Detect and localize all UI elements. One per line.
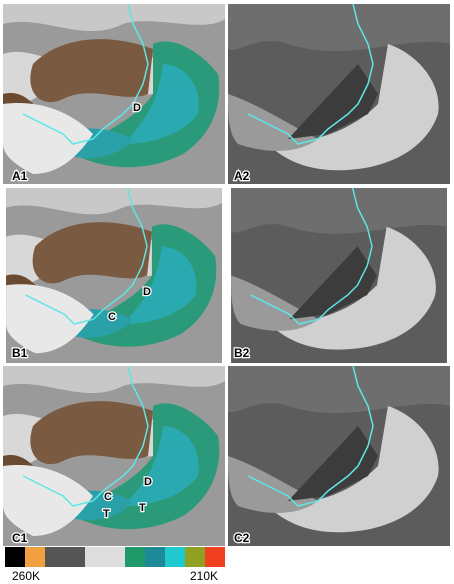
panel-label: B2 — [234, 346, 250, 360]
vis-image — [230, 188, 448, 363]
ir-image — [3, 366, 225, 546]
colorbar-label: 210K — [190, 569, 218, 583]
annotation: D — [144, 476, 152, 488]
vis-image — [228, 3, 450, 185]
panel-label: A2 — [234, 169, 250, 183]
vis-image — [228, 366, 450, 546]
panel-label: C1 — [12, 531, 28, 545]
panel-label: A1 — [12, 169, 28, 183]
annotation: T — [139, 502, 146, 514]
annotation: C — [104, 491, 112, 503]
annotation: D — [133, 102, 141, 114]
ir-image — [3, 3, 225, 185]
panel-label: B1 — [12, 346, 28, 360]
annotation: C — [108, 311, 116, 323]
annotation: T — [103, 508, 110, 520]
colorbar-label: 260K — [12, 569, 40, 583]
panel-label: C2 — [234, 531, 250, 545]
colorbar — [5, 547, 225, 567]
annotation: D — [143, 286, 151, 298]
ir-image — [5, 188, 223, 363]
